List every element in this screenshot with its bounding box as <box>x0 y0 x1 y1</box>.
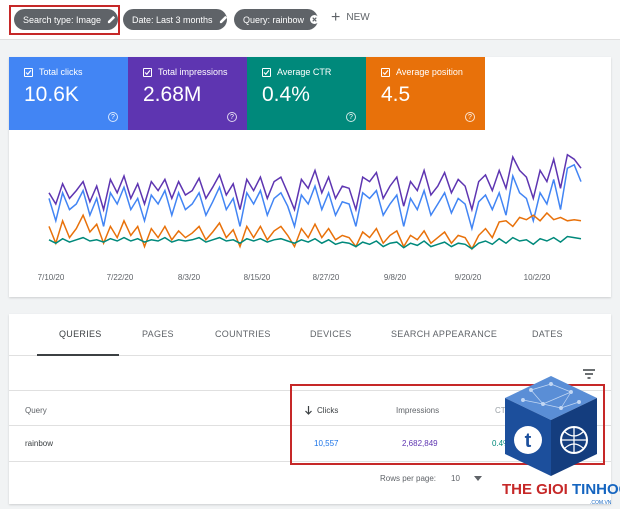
x-tick-label: 10/2/20 <box>524 273 551 282</box>
table-header: Query Clicks Impressions CTR <box>9 390 611 426</box>
filter-chip-label: Date: Last 3 months <box>132 14 213 25</box>
series-line-total-clicks <box>48 163 582 232</box>
performance-chart[interactable]: 7/10/20 7/22/20 8/3/20 8/15/20 8/27/20 9/8/20… <box>9 130 611 297</box>
filter-chip-date[interactable]: Date: Last 3 months <box>123 9 227 30</box>
cell-impressions: 2,682,849 <box>402 439 438 448</box>
metric-value: 0.4% <box>262 83 310 106</box>
highlight-box <box>9 5 120 35</box>
table-row[interactable]: rainbow 10,557 2,682,849 0.4% <box>9 426 611 462</box>
checkbox-checked-icon[interactable] <box>262 67 271 77</box>
rows-per-page-label: Rows per page: <box>380 474 437 483</box>
help-icon[interactable]: ? <box>465 112 475 122</box>
checkbox-checked-icon[interactable] <box>381 67 390 77</box>
metric-total-clicks[interactable]: Total clicks 10.6K ? <box>9 57 128 130</box>
metric-average-ctr[interactable]: Average CTR 0.4% ? <box>247 57 366 130</box>
new-filter-label: NEW <box>346 12 370 23</box>
metric-value: 4.5 <box>381 83 411 106</box>
help-icon[interactable]: ? <box>108 112 118 122</box>
column-header-ctr[interactable]: CTR <box>495 406 512 415</box>
metric-value: 10.6K <box>24 83 79 106</box>
filter-chip-label: Search type: Image <box>23 14 102 25</box>
x-tick-label: 8/15/20 <box>244 273 271 282</box>
watermark-glyph: t <box>525 430 532 452</box>
metric-value: 2.68M <box>143 83 202 106</box>
cell-query: rainbow <box>25 439 54 448</box>
checkbox-checked-icon[interactable] <box>24 67 33 77</box>
metric-label: Average CTR <box>277 67 332 77</box>
metric-label: Average position <box>396 67 463 77</box>
tab-dates[interactable]: DATES <box>532 329 563 339</box>
filter-bar: Search type: Image Date: Last 3 months Q… <box>0 0 620 40</box>
x-tick-label: 9/20/20 <box>455 273 482 282</box>
performance-card: Total clicks 10.6K ? Total impressions 2… <box>9 57 611 297</box>
plus-icon: + <box>331 8 341 26</box>
tab-bar: QUERIES PAGES COUNTRIES DEVICES SEARCH A… <box>9 314 611 356</box>
tab-devices[interactable]: DEVICES <box>310 329 352 339</box>
x-tick-label: 8/27/20 <box>313 273 340 282</box>
rows-per-page-select[interactable]: 10 <box>451 474 482 483</box>
x-tick-label: 7/22/20 <box>107 273 134 282</box>
edit-icon[interactable] <box>107 15 116 24</box>
filter-chip-query[interactable]: Query: rainbow <box>234 9 320 30</box>
x-tick-label: 9/8/20 <box>384 273 407 282</box>
watermark-brand: THE GIOI TINHOC <box>502 481 620 498</box>
column-header-query[interactable]: Query <box>25 406 47 415</box>
column-header-clicks-label: Clicks <box>317 406 339 415</box>
filter-chip-label: Query: rainbow <box>243 14 305 25</box>
series-line-average-ctr <box>48 235 582 250</box>
metric-label: Total impressions <box>158 67 228 77</box>
filter-rows-icon[interactable] <box>583 366 595 384</box>
checkbox-checked-icon[interactable] <box>143 67 152 77</box>
column-header-impressions[interactable]: Impressions <box>396 406 440 415</box>
metric-total-impressions[interactable]: Total impressions 2.68M ? <box>128 57 247 130</box>
highlight-box <box>290 384 605 465</box>
tab-search-appearance[interactable]: SEARCH APPEARANCE <box>391 329 498 339</box>
arrow-down-icon <box>305 406 312 415</box>
new-filter-button[interactable]: + NEW <box>331 8 370 26</box>
edit-icon[interactable] <box>219 15 228 24</box>
brand-part-1: THE GIOI <box>502 481 568 498</box>
rows-per-page-value: 10 <box>451 474 460 483</box>
help-icon[interactable]: ? <box>227 112 237 122</box>
x-tick-label: 8/3/20 <box>178 273 201 282</box>
tab-pages[interactable]: PAGES <box>142 329 174 339</box>
column-header-clicks[interactable]: Clicks <box>305 406 338 415</box>
series-line-total-impressions <box>48 153 582 213</box>
cell-clicks: 10,557 <box>314 439 339 448</box>
filter-chip-search-type[interactable]: Search type: Image <box>14 9 118 30</box>
close-circle-icon[interactable] <box>310 15 320 24</box>
help-icon[interactable]: ? <box>346 112 356 122</box>
metric-label: Total clicks <box>39 67 83 77</box>
x-tick-label: 7/10/20 <box>38 273 65 282</box>
active-tab-indicator <box>37 354 119 356</box>
brand-part-2: TINHOC <box>572 481 620 498</box>
cell-ctr: 0.4% <box>492 439 511 448</box>
metric-average-position[interactable]: Average position 4.5 ? <box>366 57 485 130</box>
tab-countries[interactable]: COUNTRIES <box>215 329 271 339</box>
dropdown-arrow-icon <box>473 476 482 481</box>
tab-queries[interactable]: QUERIES <box>59 329 102 339</box>
series-line-average-position <box>48 211 582 251</box>
watermark-logo-icon: t <box>505 376 597 476</box>
watermark-domain: .COM.VN <box>590 500 612 506</box>
